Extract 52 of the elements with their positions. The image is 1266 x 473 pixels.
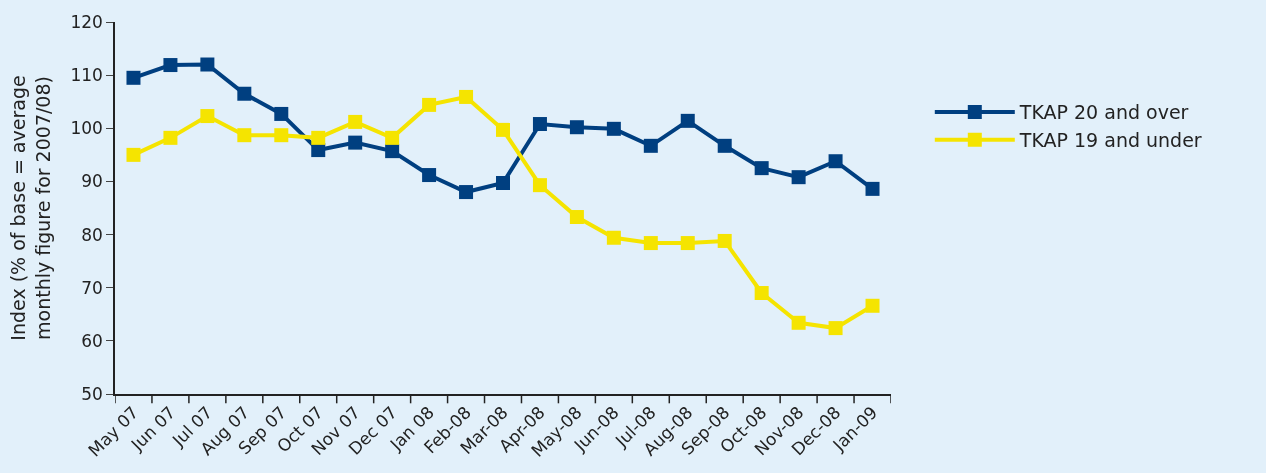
y-axis-title: Index (% of base = average monthly figure for 2007/08) [7,75,54,341]
y-tick-label: 60 [81,330,103,351]
legend-label: TKAP 20 and over [1018,101,1189,124]
point [348,135,363,150]
point [828,154,843,169]
legend-label: TKAP 19 and under [1018,129,1202,152]
point [643,236,658,251]
point [828,321,843,336]
point [163,58,178,73]
point [385,144,400,159]
point [606,121,621,136]
point [422,97,437,112]
point [717,233,732,248]
y-tick-label: 100 [70,118,103,139]
point [348,114,363,129]
point [163,130,178,145]
point [496,122,510,137]
point [274,128,289,143]
point [200,109,215,124]
point [532,178,547,193]
point [274,106,289,121]
point [791,315,806,330]
point [126,147,141,162]
point [422,168,437,183]
point [865,298,880,313]
point [200,57,215,72]
y-tick-label: 90 [81,171,103,192]
point [385,130,400,145]
point [496,176,510,191]
point [532,117,547,132]
point [126,70,141,85]
point [754,161,769,176]
y-tick-label: 110 [70,65,103,86]
y-tick-label: 70 [81,277,103,298]
point [791,170,806,185]
point [606,230,621,245]
point [643,138,658,153]
point [237,128,252,143]
point [680,236,695,251]
y-tick-label: 80 [81,224,103,245]
point [717,138,732,153]
point [680,113,695,128]
point [754,286,769,301]
point [569,210,584,225]
point [459,185,474,200]
point [311,130,326,145]
y-tick-label: 120 [70,11,103,32]
point [569,120,584,135]
point [865,181,880,196]
point [459,89,474,104]
y-tick-label: 50 [81,383,103,404]
point [237,86,252,101]
